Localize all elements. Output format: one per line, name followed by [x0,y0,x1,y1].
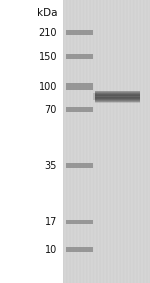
Bar [66,30,93,35]
Bar [94,101,140,102]
Bar [66,54,93,59]
Text: 70: 70 [45,104,57,115]
Text: kDa: kDa [36,8,57,18]
Bar [94,93,140,94]
Bar [94,98,140,99]
Bar [94,99,140,100]
Bar [94,91,140,92]
Bar [94,96,140,97]
Bar [94,93,140,94]
Bar [94,91,140,92]
Bar [94,97,140,98]
Bar [94,92,140,93]
Text: 210: 210 [39,27,57,38]
Bar [94,95,140,96]
Bar [94,100,140,101]
Bar [94,97,140,98]
Bar [66,163,93,168]
Bar [94,94,140,95]
Bar [66,107,93,112]
Bar [94,94,140,95]
Bar [66,247,93,252]
Bar [94,98,140,99]
Bar [66,83,93,91]
Text: 17: 17 [45,217,57,227]
Text: 35: 35 [45,160,57,171]
Bar [94,101,140,102]
Bar [94,92,140,93]
Text: 100: 100 [39,82,57,92]
Bar [94,100,140,101]
Text: 150: 150 [39,52,57,62]
Bar [66,220,93,224]
Text: 10: 10 [45,245,57,255]
Bar [93,93,97,100]
Bar [94,96,140,97]
Bar [0,0,63,283]
Bar [94,102,140,103]
Bar [94,95,140,96]
